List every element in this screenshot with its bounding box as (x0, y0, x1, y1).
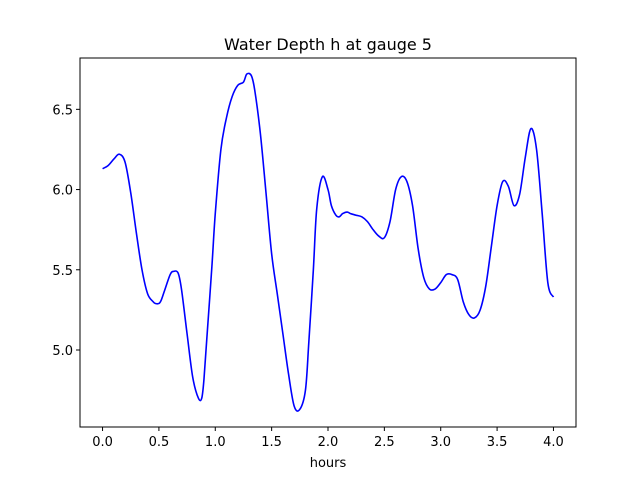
x-axis-ticks: 0.0 0.5 1.0 1.5 2.0 2.5 3.0 3.5 4.0 (92, 427, 564, 450)
x-tick-label: 1.0 (205, 435, 226, 450)
series-line-0 (102, 72, 555, 412)
x-tick-label: 3.5 (487, 435, 508, 450)
series-layer (102, 72, 555, 412)
y-tick-label: 5.0 (52, 344, 73, 359)
x-tick-label: 0.5 (149, 435, 170, 450)
x-tick-label: 2.5 (374, 435, 395, 450)
chart-title: Water Depth h at gauge 5 (224, 35, 432, 54)
x-tick-label: 4.0 (543, 435, 564, 450)
plot-area-frame (79, 57, 577, 428)
y-tick-label: 6.0 (52, 184, 73, 199)
y-tick-label: 6.5 (52, 103, 73, 118)
x-axis-label: hours (310, 456, 347, 471)
x-tick-label: 3.0 (430, 435, 451, 450)
x-tick-label: 2.0 (318, 435, 339, 450)
y-axis-ticks: 5.0 5.5 6.0 6.5 (52, 103, 80, 359)
y-tick-label: 5.5 (52, 264, 73, 279)
x-tick-label: 0.0 (92, 435, 113, 450)
x-tick-label: 1.5 (261, 435, 282, 450)
